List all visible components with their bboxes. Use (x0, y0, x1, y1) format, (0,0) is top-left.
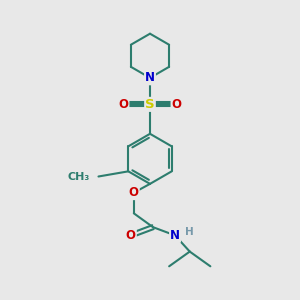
Text: H: H (185, 227, 194, 237)
Text: N: N (145, 71, 155, 84)
Text: N: N (170, 229, 180, 242)
Text: O: O (129, 186, 139, 199)
Text: S: S (145, 98, 155, 111)
Text: O: O (118, 98, 128, 111)
Text: O: O (126, 229, 136, 242)
Text: O: O (172, 98, 182, 111)
Text: CH₃: CH₃ (68, 172, 90, 182)
